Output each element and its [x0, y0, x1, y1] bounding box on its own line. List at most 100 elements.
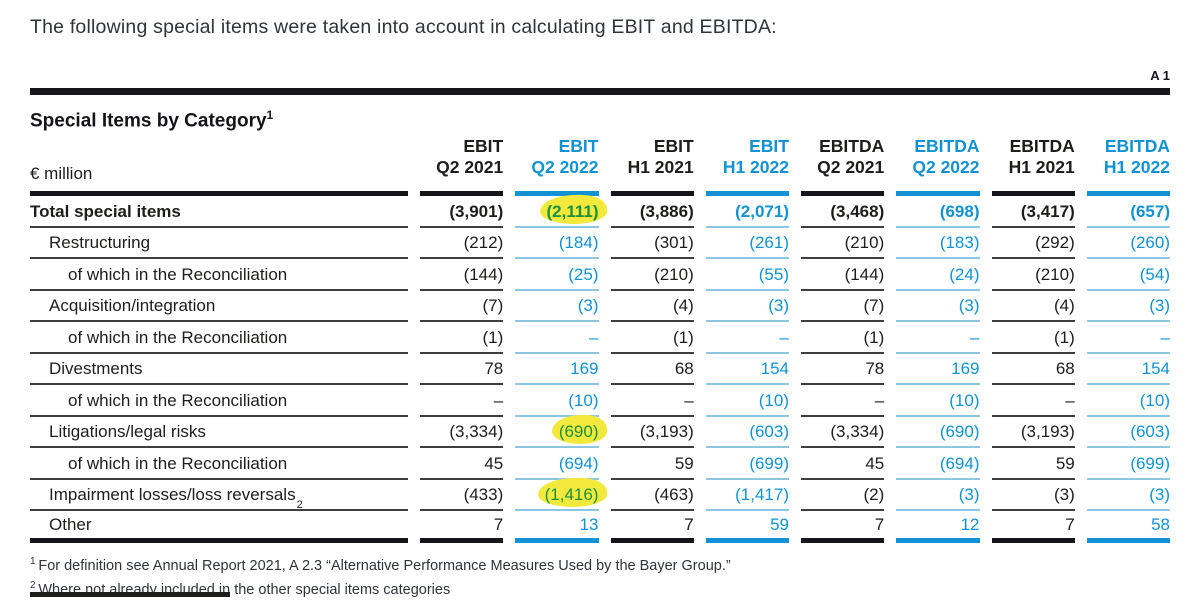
cell-value: (1) — [420, 322, 504, 354]
cell-value: 68 — [991, 354, 1075, 385]
table-top-bar — [30, 88, 1170, 95]
cell-value: – — [896, 322, 980, 354]
row-label: of which in the Reconciliation — [30, 448, 408, 480]
cell-value: (3,468) — [801, 196, 885, 228]
cell-value: (3) — [705, 291, 789, 322]
cell-value: 12 — [896, 511, 980, 543]
cell-value: (144) — [420, 259, 504, 291]
cell-value: – — [991, 385, 1075, 417]
cell-value: (54) — [1086, 259, 1170, 291]
row-label: of which in the Reconciliation — [30, 322, 408, 354]
table-header-row: € million EBIT Q2 2021 EBIT Q2 2022 EBIT H1 2… — [30, 136, 1170, 196]
special-items-table: € million EBIT Q2 2021 EBIT Q2 2022 EBIT H1 2… — [30, 136, 1170, 543]
row-label: of which in the Reconciliation — [30, 259, 408, 291]
cell-value: – — [705, 322, 789, 354]
cell-value: (183) — [896, 228, 980, 259]
cell-value: (603) — [705, 417, 789, 448]
row-label: Litigations/legal risks — [30, 417, 408, 448]
table-title-text: Special Items by Category — [30, 110, 267, 132]
cell-value: 7 — [991, 511, 1075, 543]
table-row: of which in the Reconciliation (144) (25) (… — [30, 259, 1170, 291]
table-row: of which in the Reconciliation (1) – (1) – (1… — [30, 322, 1170, 354]
column-header-ebitda-h1-2022: EBITDA H1 2022 — [1086, 136, 1170, 196]
table-body: Total special items (3,901) (2,111) (3,886)… — [30, 196, 1170, 543]
cell-value: (184) — [515, 228, 599, 259]
cell-value: (210) — [801, 228, 885, 259]
row-label: of which in the Reconciliation — [30, 385, 408, 417]
cell-value: (4) — [991, 291, 1075, 322]
cell-value: – — [420, 385, 504, 417]
cell-value: (7) — [420, 291, 504, 322]
highlighted-value: (2,111) — [546, 201, 599, 221]
cell-value: (1) — [801, 322, 885, 354]
cell-value: (261) — [705, 228, 789, 259]
cell-value: (3) — [896, 291, 980, 322]
cell-value: 68 — [610, 354, 694, 385]
cell-value: 58 — [1086, 511, 1170, 543]
cell-value: (10) — [705, 385, 789, 417]
row-label: Acquisition/integration — [30, 291, 408, 322]
cell-value: (10) — [896, 385, 980, 417]
cell-value: (690) — [515, 417, 599, 448]
table-row: Impairment losses/loss reversals 2 (433) (1… — [30, 480, 1170, 511]
column-header-ebit-q2-2022: EBIT Q2 2022 — [515, 136, 599, 196]
cell-value: (2,111) — [515, 196, 599, 228]
cell-value: 45 — [801, 448, 885, 480]
cell-value: (1,416) — [515, 480, 599, 511]
cell-value: 59 — [705, 511, 789, 543]
cell-value: (699) — [1086, 448, 1170, 480]
table-reference-label: A 1 — [1150, 68, 1170, 83]
row-label: Restructuring — [30, 228, 408, 259]
cell-value: (603) — [1086, 417, 1170, 448]
cell-value: (3) — [991, 480, 1075, 511]
table-title-footnote-marker: 1 — [266, 108, 274, 122]
cell-value: (55) — [705, 259, 789, 291]
cell-value: (292) — [991, 228, 1075, 259]
cell-value: 7 — [420, 511, 504, 543]
cell-value: (1) — [610, 322, 694, 354]
intro-text: The following special items were taken i… — [30, 16, 777, 38]
table-row: Restructuring (212) (184) (301) (261) (210) (1… — [30, 228, 1170, 259]
cell-value: (10) — [1086, 385, 1170, 417]
cell-value: (3,193) — [610, 417, 694, 448]
cell-value: (3,886) — [610, 196, 694, 228]
table-row: of which in the Reconciliation 45 (694) 59 (… — [30, 448, 1170, 480]
cell-value: (433) — [420, 480, 504, 511]
cell-value: (3,901) — [420, 196, 504, 228]
cell-value: (7) — [801, 291, 885, 322]
cell-value: – — [610, 385, 694, 417]
cell-value: (212) — [420, 228, 504, 259]
cell-value: (657) — [1086, 196, 1170, 228]
cell-value: 169 — [515, 354, 599, 385]
cell-value: (2) — [801, 480, 885, 511]
footnote: 1 For definition see Annual Report 2021,… — [30, 556, 731, 574]
cell-value: 154 — [705, 354, 789, 385]
next-section-bar — [30, 592, 230, 597]
cell-value: (301) — [610, 228, 694, 259]
cell-value: (699) — [705, 448, 789, 480]
column-header-ebit-q2-2021: EBIT Q2 2021 — [420, 136, 504, 196]
table-row: Other 7 13 7 59 7 12 7 58 — [30, 511, 1170, 543]
cell-value: (3) — [515, 291, 599, 322]
cell-value: 78 — [801, 354, 885, 385]
column-header-ebit-h1-2022: EBIT H1 2022 — [705, 136, 789, 196]
cell-value: (463) — [610, 480, 694, 511]
cell-value: (3,417) — [991, 196, 1075, 228]
table-row: Acquisition/integration (7) (3) (4) (3) (7) (3… — [30, 291, 1170, 322]
cell-value: (694) — [896, 448, 980, 480]
column-header-ebit-h1-2021: EBIT H1 2021 — [610, 136, 694, 196]
cell-value: – — [801, 385, 885, 417]
cell-value: (3) — [1086, 291, 1170, 322]
column-header-ebitda-h1-2021: EBITDA H1 2021 — [991, 136, 1075, 196]
cell-value: 59 — [610, 448, 694, 480]
cell-value: (144) — [801, 259, 885, 291]
cell-value: 154 — [1086, 354, 1170, 385]
table-row: of which in the Reconciliation – (10) – (10)… — [30, 385, 1170, 417]
cell-value: 59 — [991, 448, 1075, 480]
cell-value: (1) — [991, 322, 1075, 354]
cell-value: (3,334) — [420, 417, 504, 448]
highlighted-value: (690) — [558, 422, 599, 441]
cell-value: (210) — [610, 259, 694, 291]
cell-value: (694) — [515, 448, 599, 480]
